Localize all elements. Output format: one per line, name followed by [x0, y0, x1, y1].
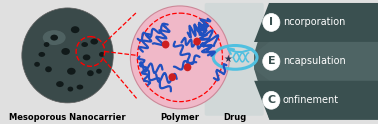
Ellipse shape: [96, 69, 102, 74]
Circle shape: [130, 6, 229, 109]
Ellipse shape: [67, 68, 76, 75]
Ellipse shape: [44, 42, 50, 47]
Text: ★: ★: [223, 54, 232, 64]
Circle shape: [162, 41, 169, 48]
Ellipse shape: [90, 39, 98, 45]
Text: onfinement: onfinement: [283, 95, 339, 105]
FancyBboxPatch shape: [204, 3, 264, 116]
Circle shape: [263, 14, 280, 31]
Text: C: C: [267, 95, 276, 105]
Ellipse shape: [81, 42, 88, 47]
Polygon shape: [254, 3, 378, 42]
Polygon shape: [254, 81, 378, 120]
Text: E: E: [268, 56, 275, 66]
Text: I: I: [270, 17, 273, 27]
Text: Drug: Drug: [223, 113, 247, 122]
Polygon shape: [254, 3, 378, 120]
Circle shape: [193, 38, 201, 46]
Ellipse shape: [50, 35, 58, 41]
Text: ncapsulation: ncapsulation: [283, 56, 345, 66]
Ellipse shape: [71, 26, 79, 33]
Ellipse shape: [77, 85, 83, 90]
Ellipse shape: [87, 70, 94, 76]
Circle shape: [184, 63, 191, 71]
Ellipse shape: [45, 66, 52, 72]
Polygon shape: [254, 42, 378, 81]
Text: Mesoporous Nanocarrier: Mesoporous Nanocarrier: [9, 113, 126, 122]
Circle shape: [22, 8, 113, 103]
Ellipse shape: [61, 48, 70, 55]
Ellipse shape: [68, 87, 73, 92]
Ellipse shape: [39, 52, 45, 57]
Circle shape: [169, 73, 176, 81]
Text: Polymer: Polymer: [160, 113, 200, 122]
Ellipse shape: [43, 30, 66, 45]
Ellipse shape: [83, 54, 90, 60]
Text: ncorporation: ncorporation: [283, 17, 345, 27]
Ellipse shape: [99, 52, 105, 57]
Circle shape: [263, 52, 280, 70]
Circle shape: [263, 91, 280, 109]
Ellipse shape: [34, 62, 40, 67]
Ellipse shape: [56, 81, 64, 87]
